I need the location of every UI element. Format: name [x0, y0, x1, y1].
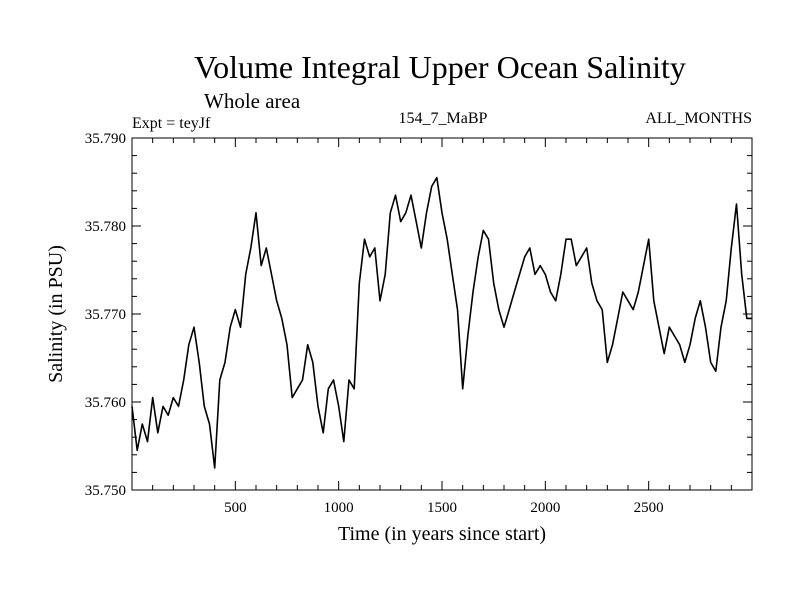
x-axis-label: Time (in years since start) — [338, 523, 546, 545]
y-axis-label: Salinity (in PSU) — [45, 245, 67, 383]
y-tick-label: 35.780 — [85, 219, 126, 235]
chart-title: Volume Integral Upper Ocean Salinity — [194, 49, 686, 85]
months-label: ALL_MONTHS — [645, 110, 752, 127]
x-tick-label: 2000 — [530, 500, 560, 516]
y-tick-label: 35.750 — [85, 483, 126, 499]
experiment-label: Expt = teyJf — [132, 115, 211, 132]
x-tick-label: 2500 — [634, 500, 664, 516]
series-line-salinity — [131, 176, 752, 469]
y-tick-label: 35.770 — [85, 307, 126, 323]
x-tick-label: 1000 — [324, 500, 354, 516]
y-tick-label: 35.760 — [85, 395, 126, 411]
x-tick-label: 500 — [224, 500, 247, 516]
axis-ticks — [132, 138, 752, 490]
chart-subtitle: Whole area — [204, 89, 301, 113]
run-label: 154_7_MaBP — [399, 110, 488, 127]
x-tick-label: 1500 — [427, 500, 457, 516]
plot-frame — [131, 137, 753, 491]
y-tick-label: 35.790 — [85, 131, 126, 147]
series-layer — [131, 176, 752, 469]
tick-labels: 500 1000 1500 2000 2500 35.750 35.760 35.770 35.… — [85, 131, 664, 516]
